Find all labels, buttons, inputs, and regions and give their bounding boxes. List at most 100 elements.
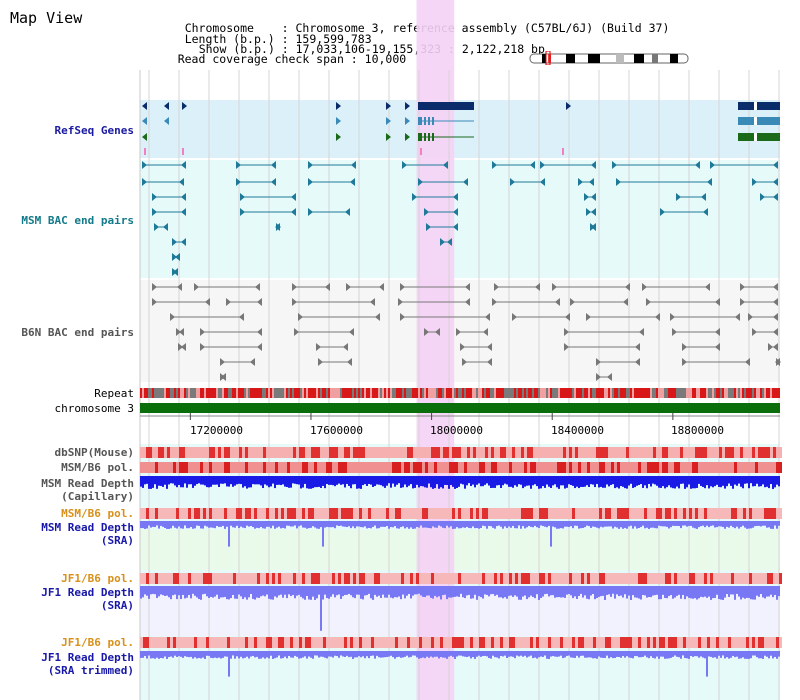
polymorphism-cell (293, 462, 296, 473)
polymorphism-cell (251, 462, 254, 473)
polymorphism-cell (635, 573, 638, 584)
read-depth-bar (518, 521, 520, 526)
track-label-jf1-b6-pol-2[interactable]: JF1/B6 pol. (61, 636, 134, 649)
read-depth-bar (370, 651, 372, 656)
polymorphism-cell (725, 447, 728, 458)
polymorphism-cell (269, 573, 272, 584)
polymorphism-cell (422, 508, 425, 519)
read-depth-bar (550, 476, 552, 488)
polymorphism-cell (254, 573, 257, 584)
repeat-segment (778, 388, 780, 398)
read-depth-bar (588, 651, 590, 658)
track-label-msm-b6-pol-1[interactable]: MSM/B6 pol. (61, 461, 134, 474)
read-depth-bar (638, 586, 640, 599)
read-depth-bar (542, 586, 544, 597)
polymorphism-cell (572, 637, 575, 648)
repeat-segment (580, 388, 582, 398)
read-depth-bar (144, 476, 146, 485)
polymorphism-cell (683, 462, 686, 473)
repeat-segment (716, 388, 718, 398)
polymorphism-cell (737, 462, 740, 473)
track-label-jf1-b6-pol-1[interactable]: JF1/B6 pol. (61, 572, 134, 585)
b6n-bac-pair-end (347, 358, 352, 366)
read-depth-bar (660, 651, 662, 657)
track-label-msm-depth-sra-1[interactable]: MSM Read Depth (41, 521, 134, 534)
read-depth-bar (418, 476, 420, 488)
track-label-refseq[interactable]: RefSeq Genes (54, 124, 134, 137)
polymorphism-cell (296, 637, 299, 648)
polymorphism-cell (212, 637, 215, 648)
msm-bac-pair-end (703, 208, 708, 216)
read-depth-bar (548, 651, 550, 659)
read-depth-bar (544, 521, 546, 527)
read-depth-bar (578, 586, 580, 596)
read-depth-bar (766, 651, 768, 657)
read-depth-bar (518, 651, 520, 657)
repeat-segment (602, 388, 604, 398)
b6n-bac-pair-end (715, 343, 720, 351)
repeat-segment (418, 388, 420, 398)
read-depth-bar (756, 521, 758, 526)
repeat-segment (678, 388, 680, 398)
track-label-dbsnp[interactable]: dbSNP(Mouse) (54, 446, 134, 459)
msm-bac-pair-end (760, 193, 765, 201)
repeat-segment (256, 388, 258, 398)
read-depth-bar (256, 586, 258, 598)
polymorphism-cell (548, 637, 551, 648)
repeat-segment (664, 388, 666, 398)
read-depth-bar (570, 521, 572, 527)
polymorphism-cell (236, 508, 239, 519)
polymorphism-cell (632, 447, 635, 458)
read-depth-bar (562, 586, 564, 598)
read-depth-bar (538, 651, 540, 658)
polymorphism-cell (431, 447, 434, 458)
read-depth-bar (430, 476, 432, 488)
track-label-jf1-depth-trim-1[interactable]: JF1 Read Depth (41, 651, 134, 664)
polymorphism-cell (305, 508, 308, 519)
read-depth-bar (400, 521, 402, 528)
read-depth-bar (432, 651, 434, 658)
track-label-msm-b6-pol-2[interactable]: MSM/B6 pol. (61, 507, 134, 520)
read-depth-bar (498, 586, 500, 598)
msm-bac-pair-end (240, 208, 245, 216)
track-label-chromosome[interactable]: chromosome 3 (54, 402, 134, 415)
polymorphism-cell (203, 573, 206, 584)
read-depth-bar (172, 476, 174, 484)
polymorphism-cell (761, 447, 764, 458)
read-depth-bar (454, 476, 456, 489)
polymorphism-cell (362, 573, 365, 584)
polymorphism-cell (383, 508, 386, 519)
read-depth-bar (148, 521, 150, 526)
polymorphism-cell (560, 508, 563, 519)
polymorphism-cell (278, 447, 281, 458)
read-depth-bar (702, 521, 704, 526)
track-label-msm-depth-cap-1[interactable]: MSM Read Depth (41, 477, 134, 490)
polymorphism-cell (416, 637, 419, 648)
polymorphism-cell (533, 508, 536, 519)
polymorphism-cell (302, 462, 305, 473)
msm-bac-pair-end (447, 238, 452, 246)
read-depth-bar (754, 586, 756, 600)
chromosome-ideogram[interactable] (528, 51, 692, 65)
read-depth-bar (696, 651, 698, 657)
track-label-msm-bac[interactable]: MSM BAC end pairs (21, 214, 134, 227)
read-depth-bar (498, 521, 500, 526)
read-depth-bar (284, 586, 286, 595)
read-depth-bar (556, 586, 558, 598)
read-depth-bar (612, 586, 614, 594)
polymorphism-cell (224, 508, 227, 519)
read-depth-bar (646, 476, 648, 489)
track-label-jf1-depth-sra-1[interactable]: JF1 Read Depth (41, 586, 134, 599)
read-depth-bar (688, 521, 690, 526)
read-depth-bar (374, 521, 376, 526)
read-depth-bar (380, 586, 382, 599)
polymorphism-cell (554, 508, 557, 519)
read-depth-bar (652, 476, 654, 484)
track-label-b6n-bac[interactable]: B6N BAC end pairs (21, 326, 134, 339)
read-depth-bar (690, 651, 692, 657)
repeat-segment (572, 388, 574, 398)
read-depth-bar (700, 521, 702, 527)
read-depth-bar (268, 521, 270, 527)
repeat-segment (524, 388, 526, 398)
track-label-repeat[interactable]: Repeat (94, 387, 134, 400)
